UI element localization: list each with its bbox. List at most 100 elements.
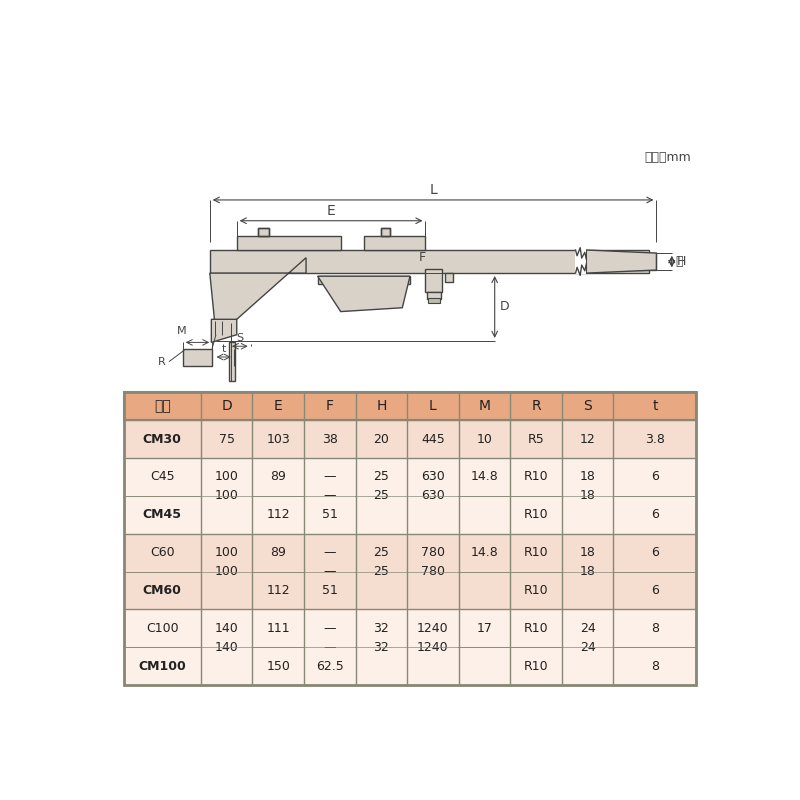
Text: 18: 18 [580,565,595,578]
Bar [258,229,269,236]
Text: D: D [222,399,232,414]
Text: S: S [583,399,592,414]
Text: 25: 25 [374,546,390,559]
Bar [381,229,390,236]
Text: 62.5: 62.5 [316,660,344,673]
Text: R10: R10 [524,660,548,673]
Text: CM60: CM60 [142,584,182,597]
Bar [305,610,355,685]
Bar [202,610,252,685]
Text: C60: C60 [150,546,174,559]
Bar [123,534,697,571]
Bar [427,292,441,298]
Text: 6: 6 [651,584,659,597]
Bar [356,610,406,685]
Text: L: L [430,183,437,197]
Text: 14.8: 14.8 [470,470,498,483]
Bar [123,647,697,685]
Text: R10: R10 [524,622,548,634]
Bar [123,496,697,534]
Text: 51: 51 [322,584,338,597]
Bar [123,610,697,647]
Bar [123,458,697,496]
Text: —: — [323,641,336,654]
Bar [446,273,453,282]
Text: 20: 20 [374,433,390,446]
Polygon shape [318,276,410,311]
Bar [407,610,458,685]
Text: 18: 18 [580,546,595,559]
Text: R10: R10 [524,584,548,597]
Text: 10: 10 [477,433,493,446]
Text: 100: 100 [214,546,238,559]
Text: 103: 103 [266,433,290,446]
Text: M: M [478,399,490,414]
Bar [258,229,269,236]
Text: 17: 17 [477,622,493,634]
Bar [123,420,697,458]
Text: CM30: CM30 [142,433,182,446]
Bar [562,458,613,534]
Text: 25: 25 [374,470,390,483]
Text: 780: 780 [421,546,445,559]
Text: 単位：mm: 単位：mm [644,151,691,164]
Text: 780: 780 [421,565,445,578]
Text: 100: 100 [214,565,238,578]
Bar [428,298,440,303]
Bar [305,534,355,609]
Text: R5: R5 [528,433,545,446]
Text: 112: 112 [266,508,290,522]
Text: 25: 25 [374,565,390,578]
Text: R: R [531,399,541,414]
Text: 89: 89 [270,546,286,559]
Text: R10: R10 [524,508,548,522]
Text: —: — [323,490,336,502]
Bar [210,250,649,273]
Bar [407,534,458,609]
Bar [202,534,252,609]
Polygon shape [210,258,306,334]
Text: C100: C100 [146,622,178,634]
Polygon shape [586,250,656,273]
Text: t: t [222,344,226,354]
Text: 18: 18 [580,490,595,502]
Text: H: H [376,399,386,414]
Text: —: — [323,470,336,483]
Text: 24: 24 [580,622,595,634]
Text: 100: 100 [214,490,238,502]
Text: CM100: CM100 [138,660,186,673]
Text: 100: 100 [214,470,238,483]
Text: E: E [274,399,282,414]
Text: 150: 150 [266,660,290,673]
Text: 6: 6 [651,470,659,483]
Text: 12: 12 [580,433,595,446]
Bar [426,270,442,292]
Bar [202,458,252,534]
Bar [229,342,235,381]
Text: 24: 24 [580,641,595,654]
Bar [364,236,426,250]
Text: H: H [677,255,686,268]
Text: C45: C45 [150,470,174,483]
Text: R10: R10 [524,546,548,559]
Bar [183,349,212,366]
Text: R: R [158,357,166,366]
Text: 14.8: 14.8 [470,546,498,559]
Text: 38: 38 [322,433,338,446]
Text: 3.8: 3.8 [645,433,665,446]
Text: 75: 75 [218,433,234,446]
Text: 140: 140 [215,622,238,634]
Text: —: — [323,546,336,559]
Text: F: F [326,399,334,414]
Bar [562,534,613,609]
Polygon shape [211,319,237,342]
Text: D: D [499,301,509,314]
Bar [123,393,697,685]
Bar [574,250,586,274]
Text: S: S [236,333,243,343]
Text: 51: 51 [322,508,338,522]
Text: 112: 112 [266,584,290,597]
Text: F: F [419,251,426,264]
Text: 6: 6 [651,508,659,522]
Bar [407,458,458,534]
